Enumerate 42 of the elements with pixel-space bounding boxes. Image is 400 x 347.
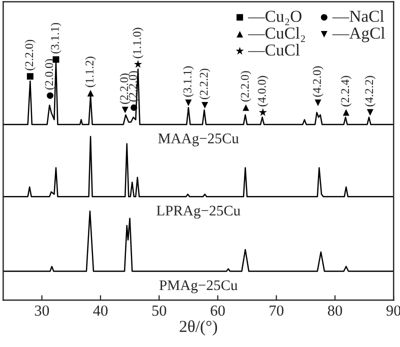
x-tick-label: 50	[152, 305, 166, 316]
point	[134, 60, 142, 68]
x-tick-label: 80	[328, 305, 342, 316]
series-label: PMAg−25Cu	[159, 280, 238, 294]
x-tick-label: 60	[210, 305, 225, 316]
point	[26, 73, 34, 80]
annotation: (3.1.1)	[183, 66, 194, 97]
point	[242, 104, 250, 111]
legend-label: —Cu₂O	[248, 10, 302, 26]
series-label: LPRAg−25Cu	[156, 206, 240, 219]
annotation: (1.1.0)	[132, 28, 144, 58]
legend-label: —CuCl	[248, 44, 300, 56]
point	[342, 109, 350, 116]
x-tick-label: 40	[93, 305, 108, 316]
annotation: (2.2.0)	[120, 74, 130, 104]
annotation: (2.2.2)	[199, 68, 210, 100]
annotation: (2.2.0)	[240, 71, 252, 102]
point	[202, 102, 208, 108]
annotation: (4.2.0)	[312, 66, 324, 97]
annotation: (2.2.0)	[128, 71, 140, 102]
x-tick-label: 70	[270, 305, 284, 316]
annotation: (2.0.0)	[44, 59, 56, 90]
series-label: MAAg−25Cu	[158, 134, 239, 146]
x-axis-title: 2θ/(°)	[180, 320, 218, 336]
legend-label: —NaCl	[332, 10, 384, 22]
legend-label: —AgCl	[332, 27, 385, 42]
point	[46, 92, 54, 99]
annotation: (2.2.4)	[340, 76, 352, 106]
annotation: (4.2.2)	[364, 76, 376, 106]
annotation: (4.0.0)	[258, 76, 268, 106]
annotation: (1.1.2)	[85, 56, 96, 88]
point	[122, 106, 128, 114]
point	[258, 108, 267, 116]
point	[130, 104, 138, 111]
point	[366, 109, 374, 116]
annotation: (3.1.1)	[50, 22, 62, 54]
x-tick-label: 30	[34, 305, 49, 316]
point	[87, 90, 94, 96]
point	[185, 100, 192, 106]
legend-label: —CuCl₂	[248, 27, 305, 42]
point	[314, 100, 322, 106]
annotation: (2.2.0)	[24, 40, 36, 70]
